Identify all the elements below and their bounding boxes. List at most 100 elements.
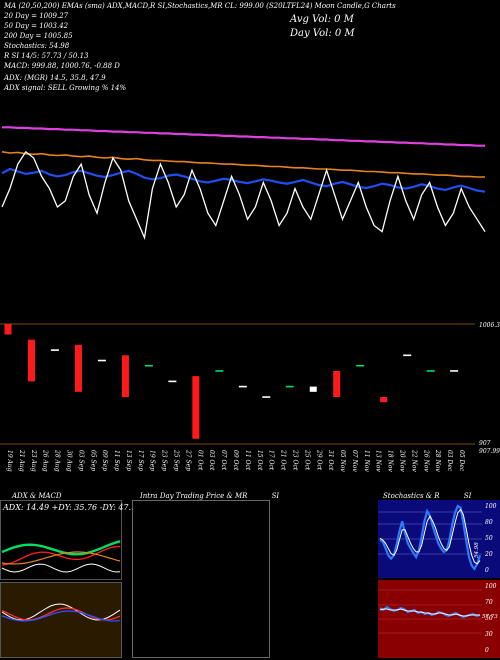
date-label-11: 17 Sep bbox=[137, 450, 144, 471]
stochastics-title: Stochastics & R SI bbox=[383, 492, 471, 500]
candle-5 bbox=[121, 355, 129, 398]
adx-value: ADX: 14.49 bbox=[3, 503, 50, 512]
candle-1 bbox=[27, 339, 35, 382]
date-label-5: 30 Aug bbox=[65, 450, 72, 472]
plus-di-value: +DY: 35.76 bbox=[51, 503, 98, 512]
adx-line-2 bbox=[1, 563, 121, 573]
day-volume: Day Vol: 0 M bbox=[290, 28, 355, 39]
date-label-38: 05 Dec bbox=[458, 450, 465, 472]
date-label-23: 21 Oct bbox=[280, 449, 287, 471]
rsi-tick-2: 50 bbox=[485, 615, 493, 622]
adx-line-3 bbox=[1, 551, 121, 565]
readout-line-2: 200 Day = 1005.85 bbox=[4, 32, 73, 40]
ema-series-0 bbox=[1, 167, 486, 193]
date-label-37: 03 Dec bbox=[446, 450, 453, 472]
ema-series-1 bbox=[1, 151, 485, 178]
date-label-29: 07 Nov bbox=[351, 450, 358, 472]
macd-line-2 bbox=[1, 610, 121, 622]
readout-line-5: MACD: 999.88, 1000.76, -0.88 D bbox=[4, 62, 120, 70]
adx-panel bbox=[0, 500, 122, 580]
intraday-panel-frame bbox=[132, 500, 270, 658]
date-label-26: 29 Oct bbox=[315, 449, 322, 471]
date-label-14: 25 Sep bbox=[173, 449, 180, 471]
date-label-12: 19 Sep bbox=[149, 450, 156, 471]
stoch-tick-0: 100 bbox=[485, 503, 497, 510]
avg-volume: Avg Vol: 0 M bbox=[290, 14, 354, 25]
date-label-1: 21 Aug bbox=[18, 449, 25, 472]
date-label-33: 20 Nov bbox=[399, 449, 406, 472]
intraday-panel bbox=[132, 500, 270, 658]
date-label-22: 17 Oct bbox=[268, 450, 275, 471]
date-label-9: 11 Sep bbox=[113, 450, 120, 471]
candle-3 bbox=[74, 344, 82, 392]
stoch-d-line bbox=[379, 508, 481, 565]
date-label-2: 23 Aug bbox=[30, 449, 37, 472]
rsi-tick-0: 100 bbox=[485, 583, 497, 590]
date-label-30: 11 Nov bbox=[363, 450, 370, 472]
date-label-0: 19 Aug bbox=[6, 450, 13, 472]
date-label-4: 28 Aug bbox=[54, 449, 61, 472]
indicator-readouts: 20 Day = 1009.27 50 Day = 1003.42 200 Da… bbox=[4, 12, 126, 94]
candle-0 bbox=[4, 324, 12, 335]
stoch-tick-3: 20 bbox=[484, 551, 493, 558]
date-label-35: 26 Nov bbox=[422, 449, 429, 472]
candle-8 bbox=[192, 376, 200, 439]
stochastics-panel: 100 80 50 20 0 54.98 bbox=[378, 500, 500, 578]
date-label-17: 03 Oct bbox=[208, 450, 215, 471]
stoch-readout: 54.98 bbox=[474, 542, 480, 558]
date-label-24: 23 Oct bbox=[291, 449, 298, 471]
date-label-7: 05 Sep bbox=[89, 450, 96, 471]
date-label-13: 23 Sep bbox=[161, 449, 168, 471]
date-label-16: 01 Oct bbox=[196, 450, 203, 471]
date-label-21: 15 Oct bbox=[256, 450, 263, 471]
rsi-readout: 57.73 bbox=[482, 614, 498, 620]
readout-line-0: 20 Day = 1009.27 bbox=[4, 12, 69, 20]
intraday-title-text: Intra Day Trading Price & MR bbox=[140, 492, 248, 500]
date-label-15: 27 Sep bbox=[184, 449, 191, 471]
adx-line-0 bbox=[1, 540, 121, 556]
adx-line-1 bbox=[1, 545, 121, 566]
candle-14 bbox=[333, 370, 341, 398]
readout-line-7: ADX signal: SELL Growing % 14% bbox=[4, 84, 127, 92]
adx-readout: ADX: 14.49 +DY: 35.76 -DY: 47.78 bbox=[3, 503, 141, 512]
adx-macd-title: ADX & MACD bbox=[12, 492, 62, 500]
rsi-tick-1: 70 bbox=[485, 599, 493, 606]
rsi-signal-line bbox=[379, 608, 480, 617]
rsi-panel: 100 70 50 30 0 57.73 bbox=[378, 580, 500, 658]
price-tick-0: 1006.33 bbox=[479, 322, 500, 329]
readout-line-4: R SI 14/5: 57.73 / 50.13 bbox=[4, 52, 89, 60]
readout-line-3: Stochastics: 54.98 bbox=[4, 42, 70, 50]
stoch-tick-1: 80 bbox=[485, 519, 493, 526]
rsi-tick-4: 0 bbox=[485, 647, 489, 654]
date-label-19: 09 Oct bbox=[232, 450, 239, 471]
date-label-25: 25 Oct bbox=[303, 449, 310, 471]
stochastics-title-text: Stochastics & R bbox=[383, 492, 440, 500]
rsi-tick-3: 30 bbox=[485, 631, 493, 638]
date-label-3: 26 Aug bbox=[42, 449, 49, 472]
date-label-10: 13 Sep bbox=[125, 450, 132, 471]
date-label-32: 18 Nov bbox=[387, 450, 394, 472]
macd-panel bbox=[0, 582, 122, 658]
date-label-36: 28 Nov bbox=[434, 449, 441, 472]
readout-line-6: ADX: (MGR) 14.5, 35.8, 47.9 bbox=[4, 74, 106, 82]
price-tick-2: 907.99 bbox=[479, 448, 500, 455]
price-tick-1: 907 bbox=[479, 440, 491, 447]
minus-di-value: -DY: 47.78 bbox=[99, 503, 142, 512]
ema-series-3 bbox=[1, 150, 486, 241]
ema-series-2 bbox=[2, 126, 485, 147]
intraday-title-suffix: SI bbox=[271, 492, 280, 500]
date-label-18: 07 Oct bbox=[220, 450, 227, 471]
date-label-31: 13 Nov bbox=[375, 450, 382, 472]
candle-13 bbox=[309, 386, 317, 392]
intraday-title: Intra Day Trading Price & MR SI bbox=[140, 492, 279, 500]
date-label-28: 05 Nov bbox=[339, 450, 346, 472]
candle-16 bbox=[380, 397, 388, 403]
date-label-20: 11 Oct bbox=[244, 450, 251, 471]
stoch-tick-4: 0 bbox=[485, 567, 489, 574]
price-ema-chart bbox=[1, 126, 486, 241]
date-label-34: 22 Nov bbox=[410, 449, 417, 472]
date-label-8: 09 Sep bbox=[101, 450, 108, 471]
date-label-6: 03 Sep bbox=[77, 450, 84, 471]
stoch-tick-2: 50 bbox=[485, 535, 493, 542]
